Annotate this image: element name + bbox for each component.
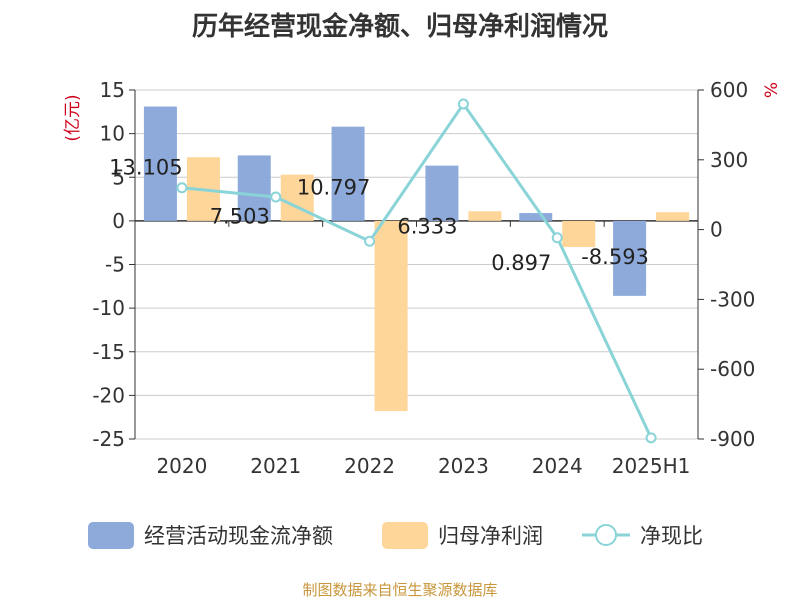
ratio-point xyxy=(645,432,657,444)
cashflow-data-label: 7.503 xyxy=(210,204,270,228)
ratio-point xyxy=(457,98,469,110)
left-axis-title: (亿元) xyxy=(63,94,83,141)
left-tick-label: 15 xyxy=(100,78,125,102)
legend-marker xyxy=(595,524,617,546)
cashflow-bar xyxy=(425,165,459,221)
ratio-point xyxy=(176,182,188,194)
category-label: 2021 xyxy=(250,454,301,478)
ratio-point xyxy=(551,232,563,244)
right-axis-title: % xyxy=(762,82,782,98)
cashflow-data-label: 10.797 xyxy=(297,176,370,200)
legend-swatch xyxy=(382,522,428,549)
ratio-line xyxy=(176,98,657,444)
cashflow-data-label: -8.593 xyxy=(581,245,649,269)
legend: 经营活动现金流净额 归母净利润 净现比 xyxy=(88,522,703,549)
left-tick-label: -25 xyxy=(92,427,125,451)
cashflow-bar xyxy=(237,155,271,221)
right-tick-label: 300 xyxy=(710,148,748,172)
cashflow-data-label: 13.105 xyxy=(109,156,182,180)
legend-label: 净现比 xyxy=(640,524,703,548)
net-profit-bar xyxy=(656,212,690,221)
cashflow-bar xyxy=(519,213,553,221)
left-tick-label: 5 xyxy=(112,165,125,189)
cashflow-data-label: 0.897 xyxy=(491,251,551,275)
left-tick-label: -5 xyxy=(105,253,125,277)
data-labels: 13.105 7.503 10.797 6.333 0.897 -8.593 xyxy=(109,156,649,275)
category-label: 2024 xyxy=(532,454,583,478)
legend-swatch xyxy=(88,522,134,549)
left-tick-label: -20 xyxy=(92,383,125,407)
ratio-point xyxy=(364,235,376,247)
ratio-point xyxy=(270,191,282,203)
right-tick-label: 0 xyxy=(710,218,723,242)
chart-title: 历年经营现金净额、归母净利润情况 xyxy=(191,12,608,42)
axes: 15 10 5 0 -5 -10 -15 -20 -25 600 300 0 -300 -600 -900 (… xyxy=(63,78,782,478)
left-tick-label: 10 xyxy=(100,122,125,146)
legend-label: 经营活动现金流净额 xyxy=(144,524,333,548)
net-profit-bar xyxy=(562,220,596,248)
left-tick-label: -10 xyxy=(92,296,125,320)
cashflow-data-label: 6.333 xyxy=(397,215,457,239)
category-label: 2020 xyxy=(156,454,207,478)
net-profit-bar xyxy=(374,220,408,412)
cashflow-bar xyxy=(143,106,177,221)
left-tick-label: -15 xyxy=(92,340,125,364)
right-tick-label: -600 xyxy=(710,357,755,381)
right-tick-label: -900 xyxy=(710,427,755,451)
ratio-line-path xyxy=(181,101,653,439)
net-profit-bar xyxy=(468,211,502,221)
right-tick-label: 600 xyxy=(710,78,748,102)
category-label: 2022 xyxy=(344,454,395,478)
legend-label: 归母净利润 xyxy=(438,524,543,548)
category-label: 2023 xyxy=(438,454,489,478)
source-note: 制图数据来自恒生聚源数据库 xyxy=(302,581,498,599)
left-tick-label: 0 xyxy=(112,209,125,233)
category-label: 2025H1 xyxy=(612,454,691,478)
cashflow-bar xyxy=(613,220,647,296)
right-tick-label: -300 xyxy=(710,287,755,311)
cashflow-bar xyxy=(331,126,365,221)
